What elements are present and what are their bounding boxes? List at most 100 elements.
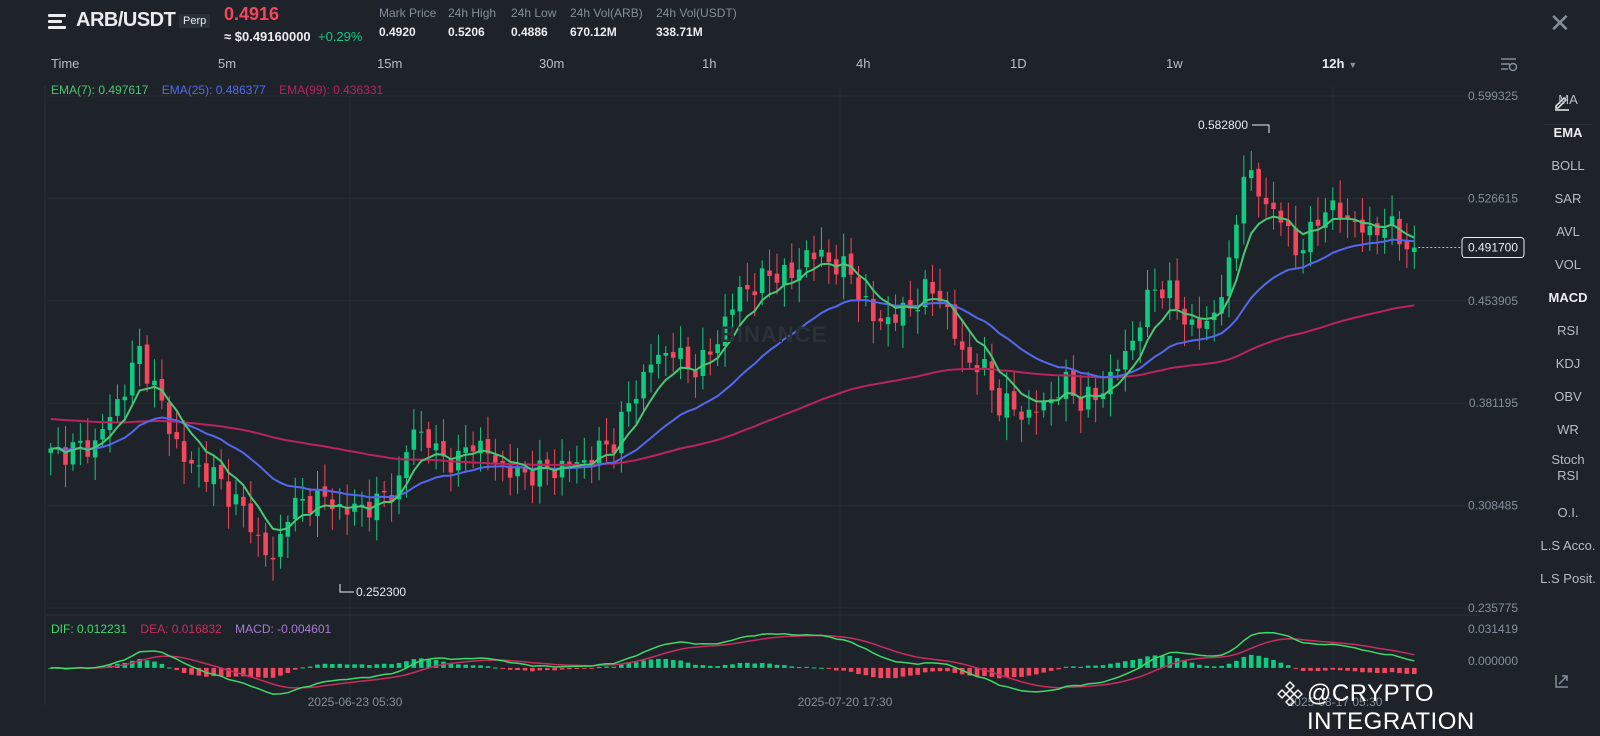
candle-body	[967, 347, 972, 363]
candle-body	[871, 298, 876, 322]
collapse-icon[interactable]	[1553, 672, 1571, 690]
candle-body	[908, 300, 913, 309]
interval-1d[interactable]: 1D	[1010, 56, 1027, 71]
candle-body	[344, 506, 350, 515]
candle-body	[1115, 368, 1121, 372]
indicator-l-s-acco-[interactable]: L.S Acco.	[1540, 538, 1596, 553]
macd-axis-label: 0.000000	[1468, 654, 1518, 668]
indicator-ema[interactable]: EMA	[1553, 125, 1583, 140]
candle-body	[633, 398, 639, 404]
interval-5m[interactable]: 5m	[218, 56, 237, 71]
macd-bar	[878, 667, 884, 679]
candle-body	[1130, 340, 1135, 351]
chart-settings-icon[interactable]	[1500, 56, 1518, 72]
indicator-boll[interactable]: BOLL	[1551, 158, 1585, 173]
candle-body	[263, 532, 268, 556]
macd-bar	[567, 667, 572, 670]
stat-value: 0.4920	[379, 25, 416, 39]
macd-bar	[1404, 667, 1410, 674]
stat-label: 24h Vol(ARB)	[570, 6, 643, 20]
toolbar-divider	[1544, 124, 1592, 125]
stat-24h-high: 24h High 0.5206	[448, 6, 496, 39]
price-axis-label: 0.235775	[1468, 601, 1518, 615]
indicator-o-i-[interactable]: O.I.	[1557, 505, 1579, 520]
macd-bar	[1248, 654, 1254, 668]
candle-body	[255, 534, 261, 536]
macd-bar	[552, 667, 557, 671]
candle-body	[78, 440, 83, 443]
candle-body	[1085, 386, 1091, 410]
stat-label: 24h Low	[511, 6, 557, 20]
interval-1w[interactable]: 1w	[1166, 56, 1183, 71]
indicator-sar[interactable]: SAR	[1554, 191, 1582, 206]
macd-bar	[633, 662, 639, 668]
macd-bar	[885, 667, 891, 679]
macd-bar	[1286, 665, 1291, 668]
candle-body	[581, 460, 587, 463]
symbol-name[interactable]: ARB/USDT	[76, 9, 176, 31]
candle-body	[544, 459, 550, 468]
candle-body	[1330, 200, 1336, 211]
interval-30m[interactable]: 30m	[539, 56, 565, 71]
indicator-stoch-rsi[interactable]: Stoch RSI	[1551, 452, 1585, 483]
candle-body	[1004, 393, 1009, 418]
macd-bar	[367, 665, 372, 668]
candle-body	[1337, 202, 1343, 218]
interval-12h-label: 12h	[1322, 56, 1345, 71]
macd-bar	[581, 667, 587, 669]
macd-bar	[1271, 659, 1276, 668]
candle-body	[996, 388, 1002, 416]
candle-body	[804, 250, 809, 268]
indicator-obv[interactable]: OBV	[1554, 389, 1582, 404]
candle-body	[448, 458, 454, 473]
stat-label: 24h High	[448, 6, 497, 20]
macd-bar	[1308, 667, 1313, 671]
interval-4h[interactable]: 4h	[856, 56, 871, 71]
candle-body	[152, 380, 157, 386]
macd-bar	[1160, 655, 1165, 668]
indicator-rsi[interactable]: RSI	[1557, 323, 1579, 338]
price-chart[interactable]: 0.599325 0.526615 0.453905 0.381195 0.308485…	[0, 0, 1600, 720]
macd-bar	[1263, 657, 1269, 668]
pencil-icon[interactable]	[1553, 93, 1571, 111]
macd-bar	[707, 665, 713, 668]
ema7-value: EMA(7): 0.497617	[51, 83, 149, 97]
macd-bar	[1004, 667, 1009, 678]
macd-bar	[893, 667, 898, 679]
indicator-vol[interactable]: VOL	[1554, 257, 1581, 272]
indicator-kdj[interactable]: KDJ	[1555, 356, 1581, 371]
macd-bar	[344, 664, 350, 668]
candle-body	[1041, 401, 1047, 411]
candle-body	[196, 465, 202, 467]
candle-body	[530, 471, 535, 486]
indicator-macd[interactable]: MACD	[1548, 290, 1588, 305]
macd-bar	[1234, 660, 1239, 668]
interval-1h[interactable]: 1h	[702, 56, 717, 71]
macd-bar	[745, 662, 750, 668]
macd-bar	[352, 664, 357, 668]
interval-12h[interactable]: 12h ▼	[1322, 56, 1357, 71]
macd-bar	[685, 662, 691, 668]
macd-bar	[1137, 658, 1143, 668]
indicator-l-s-posit-[interactable]: L.S Posit.	[1540, 571, 1596, 586]
indicator-ma[interactable]: MA	[1558, 92, 1578, 107]
candle-body	[485, 438, 491, 454]
macd-bar	[841, 667, 846, 671]
interval-15m[interactable]: 15m	[377, 56, 403, 71]
candle-body	[841, 256, 846, 278]
candle-body	[900, 302, 906, 326]
menu-icon[interactable]	[48, 13, 68, 31]
interval-time[interactable]: Time	[51, 56, 80, 71]
high-price-label: 0.582800	[1198, 118, 1248, 132]
candle-body	[174, 432, 179, 440]
candle-body	[700, 350, 706, 376]
candle-body	[470, 445, 476, 452]
macd-bar	[848, 667, 854, 672]
candle-body	[685, 346, 691, 370]
close-icon[interactable]: ✕	[1549, 8, 1571, 38]
indicator-wr[interactable]: WR	[1557, 422, 1579, 437]
candle-body	[722, 316, 728, 346]
candle-body	[930, 281, 935, 294]
candle-body	[826, 252, 832, 262]
indicator-avl[interactable]: AVL	[1556, 224, 1580, 239]
